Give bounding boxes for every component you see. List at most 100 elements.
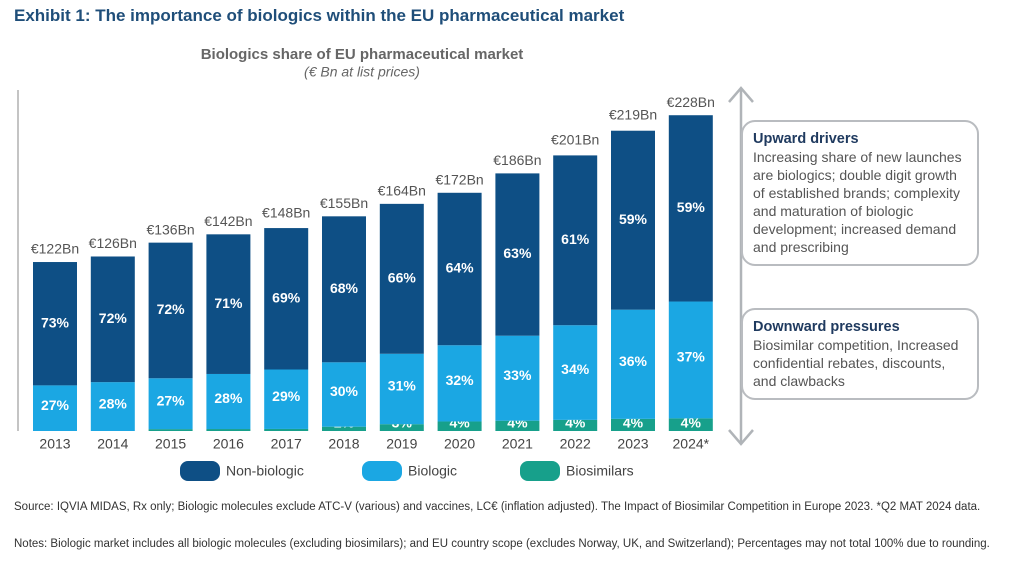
legend-label: Biologic — [408, 463, 457, 479]
bar-segment — [33, 262, 77, 386]
bar-segment — [668, 115, 713, 302]
bar-segment — [322, 426, 366, 431]
bar-segment — [90, 382, 135, 431]
segment-label: 69% — [272, 289, 301, 305]
bar-segment — [33, 385, 77, 431]
segment-label: 64% — [446, 260, 475, 276]
panel: Downward pressures Biosimilar competitio… — [741, 308, 979, 400]
segment-label: 63% — [503, 245, 532, 261]
total-label: €136Bn — [146, 221, 194, 237]
total-label: €142Bn — [204, 213, 252, 229]
bar-segment — [148, 429, 193, 431]
panel-text: Increasing share of new launches are bio… — [753, 149, 962, 255]
segment-label: 66% — [388, 270, 417, 286]
total-label: €219Bn — [609, 106, 657, 122]
x-tick-label: 2014 — [97, 436, 128, 452]
panel-text: Biosimilar competition, Increased confid… — [753, 337, 959, 389]
segment-label: 32% — [446, 372, 475, 388]
segment-label: 34% — [561, 361, 590, 377]
bar-segment — [322, 362, 366, 427]
total-label: €122Bn — [31, 241, 79, 257]
bar-segment — [206, 373, 251, 430]
bar-segment — [495, 173, 540, 336]
segment-label: 61% — [561, 231, 590, 247]
bar-segment — [379, 353, 424, 425]
bar-segment — [379, 424, 424, 431]
total-label: €164Bn — [378, 183, 426, 199]
bar-segment — [322, 216, 366, 363]
bar-segment — [553, 325, 598, 420]
legend-label: Non-biologic — [226, 463, 304, 479]
segment-label: 27% — [157, 392, 186, 408]
segment-label: 33% — [503, 367, 532, 383]
chart-subtitle: (€ Bn at list prices) — [304, 64, 420, 80]
x-tick-label: 2024* — [673, 436, 710, 452]
segment-label: 29% — [272, 388, 301, 404]
total-label: €201Bn — [551, 131, 599, 147]
segment-label: 28% — [99, 395, 128, 411]
x-tick-label: 2016 — [213, 436, 244, 452]
bar-segment — [206, 234, 251, 374]
legend-swatch — [520, 461, 560, 481]
source: Source: IQVIA MIDAS, Rx only; Biologic m… — [14, 501, 981, 513]
bar-segment — [437, 345, 482, 422]
bar-segment — [90, 256, 135, 383]
bar-segment — [148, 378, 193, 430]
x-tick-label: 2017 — [271, 436, 302, 452]
segment-label: 28% — [214, 390, 243, 406]
page-title: Exhibit 1: The importance of biologics w… — [14, 6, 625, 25]
segment-label: 73% — [41, 314, 70, 330]
legend-label: Biosimilars — [566, 463, 634, 479]
bar-segment — [611, 309, 655, 419]
segment-label: 37% — [677, 349, 706, 365]
x-tick-label: 2023 — [617, 436, 648, 452]
bar-segment — [379, 203, 424, 354]
bar-segment — [495, 335, 540, 421]
bar-segment — [264, 228, 309, 370]
x-tick-label: 2020 — [444, 436, 475, 452]
bar-segment — [668, 301, 713, 419]
panel-title: Upward drivers — [753, 131, 859, 147]
x-tick-label: 2021 — [502, 436, 533, 452]
total-label: €186Bn — [493, 152, 541, 168]
total-label: €228Bn — [667, 94, 715, 110]
segment-label: 59% — [619, 211, 648, 227]
x-tick-label: 2022 — [560, 436, 591, 452]
total-label: €148Bn — [262, 205, 310, 221]
x-tick-label: 2015 — [155, 436, 186, 452]
segment-label: 36% — [619, 353, 648, 369]
segment-label: 59% — [677, 199, 706, 215]
bar-segment — [264, 369, 309, 429]
bar-segment — [668, 418, 713, 431]
bar-segment — [148, 242, 193, 379]
segment-label: 31% — [388, 378, 417, 394]
bar-segment — [553, 419, 598, 431]
total-label: €172Bn — [435, 171, 483, 187]
x-tick-label: 2018 — [328, 436, 359, 452]
bar-segment — [206, 429, 251, 431]
chart-title: Biologics share of EU pharmaceutical mar… — [201, 46, 524, 63]
segment-label: 72% — [99, 310, 128, 326]
bar-segment — [437, 421, 482, 431]
segment-label: 71% — [214, 295, 243, 311]
legend-swatch — [180, 461, 220, 481]
panel-title: Downward pressures — [753, 319, 900, 335]
bar-segment — [495, 420, 540, 431]
total-label: €126Bn — [89, 235, 137, 251]
x-tick-label: 2013 — [39, 436, 70, 452]
segment-label: 4% — [681, 415, 702, 431]
segment-label: 68% — [330, 280, 359, 296]
bar-segment — [553, 155, 598, 326]
segment-label: 27% — [41, 397, 70, 413]
x-tick-label: 2019 — [386, 436, 417, 452]
bar-segment — [437, 192, 482, 346]
bar-segment — [611, 130, 655, 310]
total-label: €155Bn — [320, 195, 368, 211]
bar-segment — [611, 418, 655, 431]
segment-label: 30% — [330, 383, 359, 399]
legend-swatch — [362, 461, 402, 481]
notes: Notes: Biologic market includes all biol… — [14, 538, 990, 550]
bar-segment — [264, 428, 309, 431]
